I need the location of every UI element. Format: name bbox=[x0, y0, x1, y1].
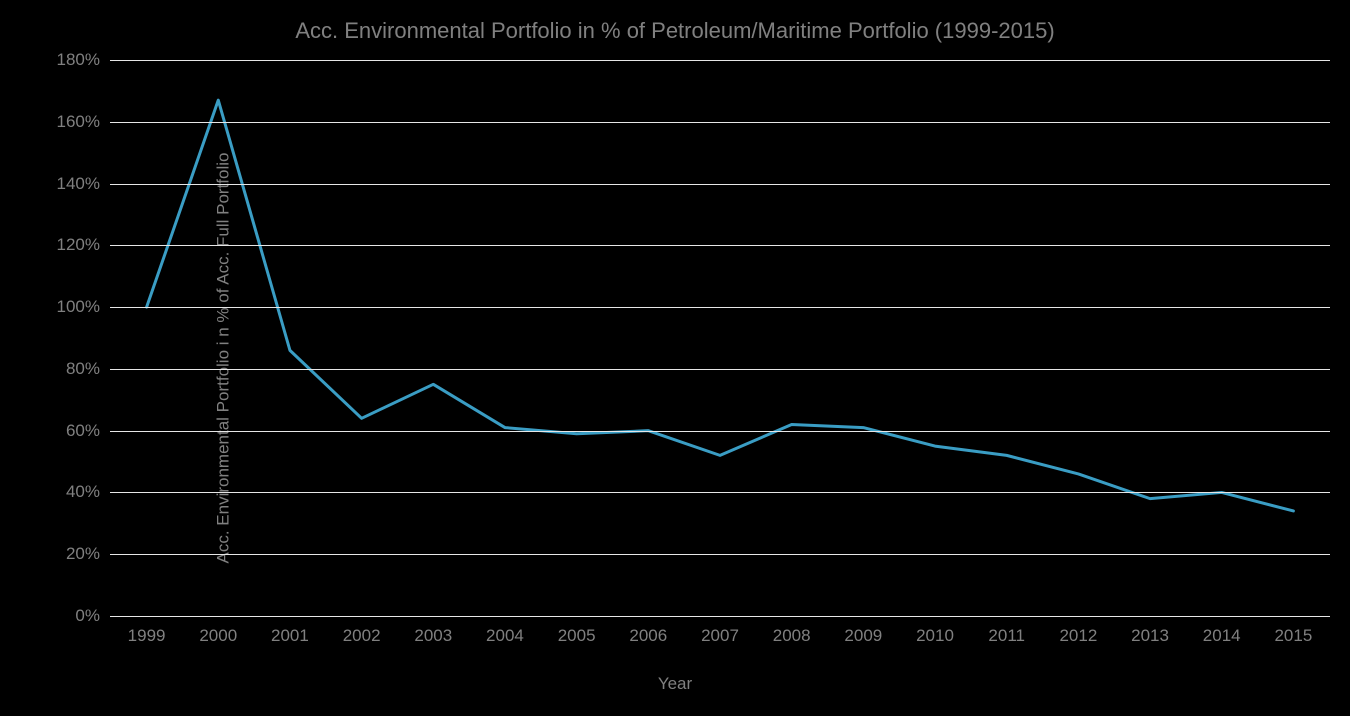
gridline bbox=[110, 492, 1330, 493]
gridline bbox=[110, 245, 1330, 246]
x-tick-label: 2007 bbox=[701, 626, 739, 646]
y-tick-label: 20% bbox=[66, 544, 100, 564]
x-tick-label: 2009 bbox=[844, 626, 882, 646]
x-tick-label: 2011 bbox=[988, 626, 1025, 646]
gridline bbox=[110, 554, 1330, 555]
gridline bbox=[110, 122, 1330, 123]
line-chart-svg bbox=[110, 60, 1330, 616]
gridline bbox=[110, 184, 1330, 185]
y-tick-label: 140% bbox=[57, 174, 100, 194]
gridline bbox=[110, 307, 1330, 308]
x-tick-label: 2014 bbox=[1203, 626, 1241, 646]
plot-area: 0%20%40%60%80%100%120%140%160%180%199920… bbox=[110, 60, 1330, 616]
gridline bbox=[110, 369, 1330, 370]
x-tick-label: 2006 bbox=[629, 626, 667, 646]
y-tick-label: 40% bbox=[66, 482, 100, 502]
gridline bbox=[110, 431, 1330, 432]
chart-container: Acc. Environmental Portfolio in % of Pet… bbox=[0, 0, 1350, 716]
y-tick-label: 60% bbox=[66, 421, 100, 441]
y-tick-label: 120% bbox=[57, 235, 100, 255]
x-tick-label: 2012 bbox=[1059, 626, 1097, 646]
x-tick-label: 2008 bbox=[773, 626, 811, 646]
x-tick-label: 1999 bbox=[128, 626, 166, 646]
chart-title: Acc. Environmental Portfolio in % of Pet… bbox=[0, 18, 1350, 44]
x-tick-label: 2015 bbox=[1274, 626, 1312, 646]
x-tick-label: 2013 bbox=[1131, 626, 1169, 646]
series-line bbox=[147, 100, 1294, 511]
x-tick-label: 2002 bbox=[343, 626, 381, 646]
x-tick-label: 2010 bbox=[916, 626, 954, 646]
y-tick-label: 0% bbox=[75, 606, 100, 626]
x-tick-label: 2004 bbox=[486, 626, 524, 646]
x-axis-title: Year bbox=[0, 674, 1350, 694]
x-tick-label: 2001 bbox=[271, 626, 309, 646]
x-tick-label: 2000 bbox=[199, 626, 237, 646]
y-tick-label: 160% bbox=[57, 112, 100, 132]
y-tick-label: 180% bbox=[57, 50, 100, 70]
x-tick-label: 2005 bbox=[558, 626, 596, 646]
gridline bbox=[110, 60, 1330, 61]
y-tick-label: 80% bbox=[66, 359, 100, 379]
y-tick-label: 100% bbox=[57, 297, 100, 317]
x-tick-label: 2003 bbox=[414, 626, 452, 646]
gridline bbox=[110, 616, 1330, 617]
